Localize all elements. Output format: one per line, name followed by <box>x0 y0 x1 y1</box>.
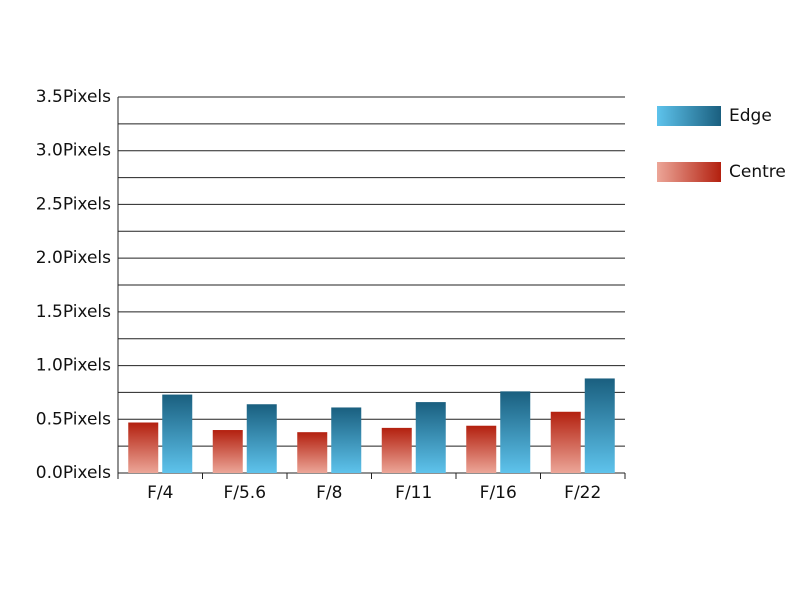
bar <box>246 404 277 473</box>
bar <box>331 407 362 473</box>
bar <box>500 391 531 473</box>
y-tick-label: 0.0Pixels <box>36 463 111 483</box>
x-tick-label: F/4 <box>147 483 173 503</box>
legend-swatch <box>657 162 721 182</box>
y-tick-label: 1.5Pixels <box>36 302 111 322</box>
x-tick-label: F/8 <box>316 483 342 503</box>
bar <box>415 402 446 473</box>
x-tick-label: F/16 <box>480 483 517 503</box>
legend-swatch <box>657 106 721 126</box>
y-tick-label: 1.0Pixels <box>36 356 111 376</box>
x-tick-label: F/5.6 <box>223 483 266 503</box>
legend-label: Edge <box>729 106 772 126</box>
bar <box>297 432 328 473</box>
y-tick-label: 2.5Pixels <box>36 194 111 214</box>
legend-label: Centre <box>729 162 786 182</box>
x-tick-label: F/11 <box>395 483 432 503</box>
y-tick-label: 0.5Pixels <box>36 409 111 429</box>
y-tick-label: 3.0Pixels <box>36 141 111 161</box>
x-tick-label: F/22 <box>564 483 601 503</box>
bar <box>212 430 243 473</box>
bar <box>584 378 615 473</box>
y-tick-label: 2.0Pixels <box>36 248 111 268</box>
bar <box>128 422 159 473</box>
y-tick-label: 3.5Pixels <box>36 87 111 107</box>
bar <box>162 394 193 473</box>
bar <box>466 425 497 473</box>
bar <box>381 427 412 473</box>
bar <box>550 411 581 473</box>
